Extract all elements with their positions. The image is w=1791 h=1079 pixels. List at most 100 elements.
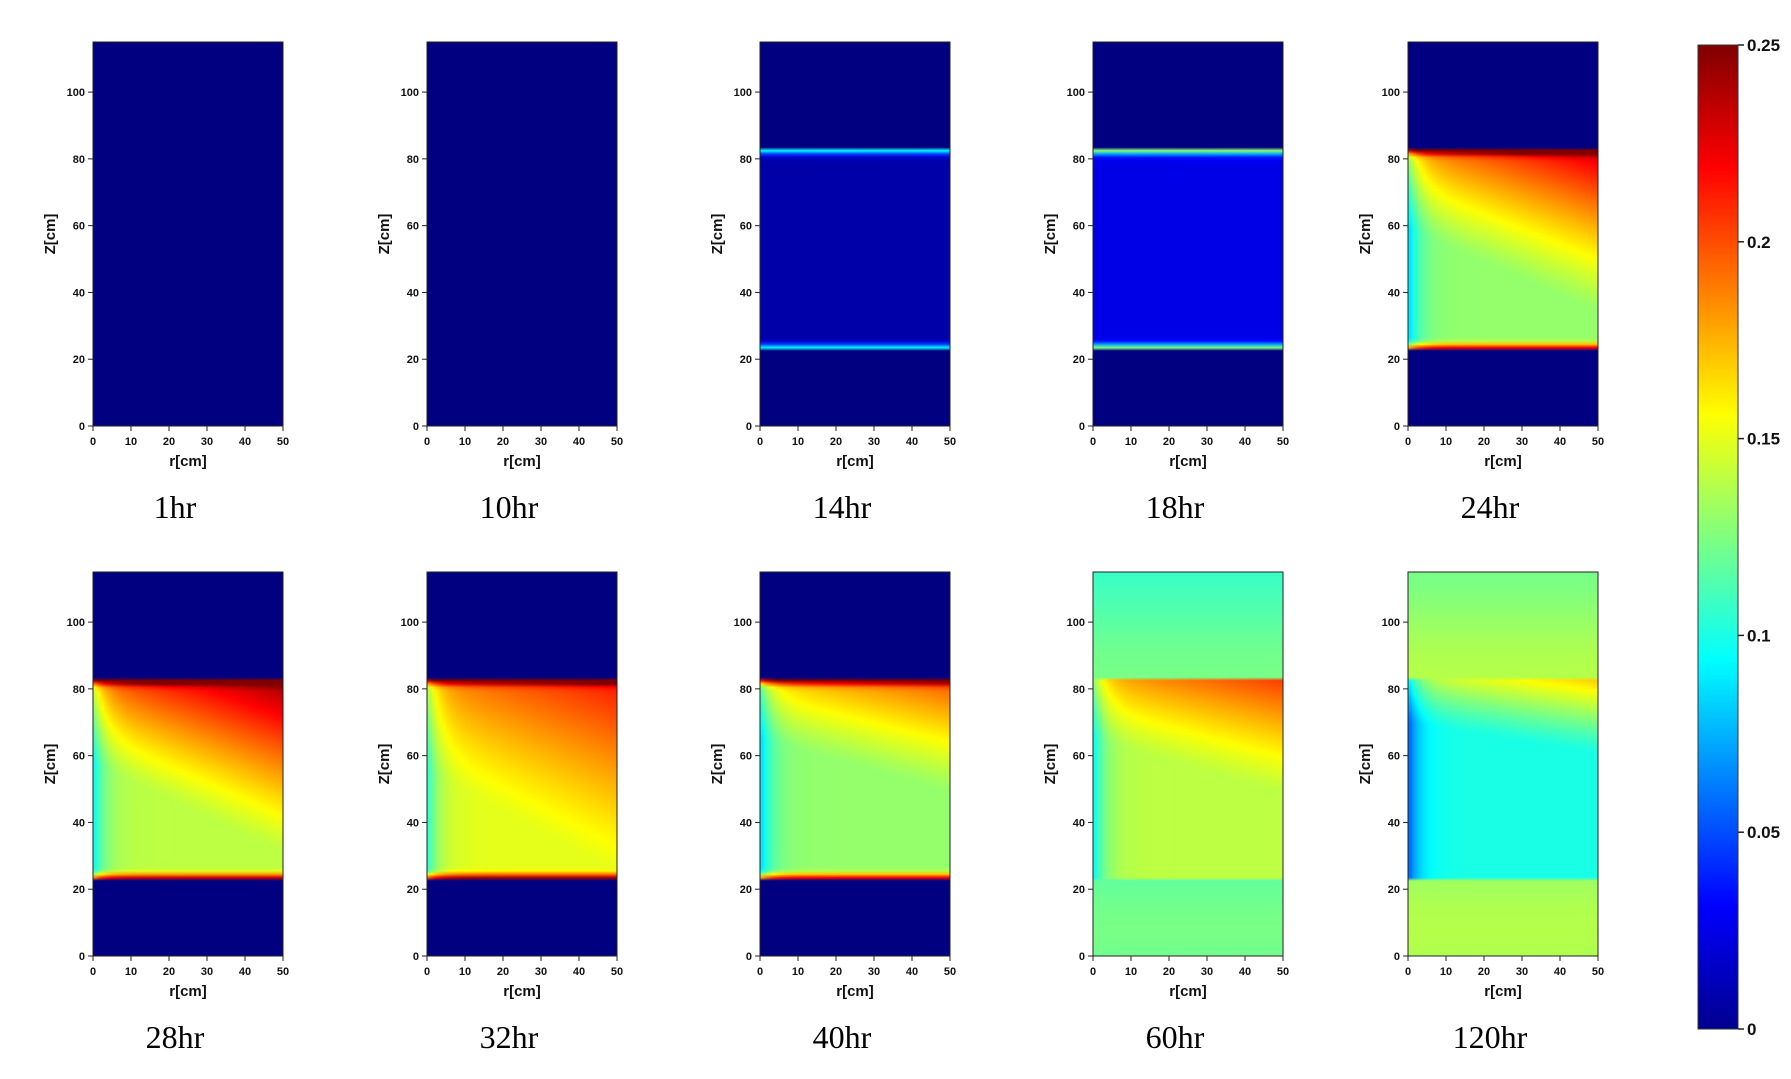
x-tick-label: 0 — [1405, 966, 1411, 978]
x-tick-label: 10 — [125, 436, 137, 448]
x-tick-label: 40 — [1554, 436, 1566, 448]
y-tick-label: 0 — [1394, 421, 1400, 433]
y-tick-label: 40 — [740, 287, 752, 299]
panel-60hr: 0 10 20 30 40 50 0 20 40 60 80 100 r[cm] Z[cm] 60hr — [1042, 571, 1289, 1055]
y-tick-label: 60 — [407, 751, 419, 763]
x-tick-label: 30 — [868, 966, 880, 978]
y-tick-label: 20 — [740, 884, 752, 896]
y-tick-label: 0 — [1079, 951, 1085, 963]
panel-caption: 14hr — [813, 489, 872, 525]
y-tick-label: 20 — [1073, 354, 1085, 366]
y-tick-label: 60 — [740, 221, 752, 233]
colorbar-tick-label: 0 — [1747, 1020, 1756, 1039]
y-axis-label: Z[cm] — [1357, 214, 1374, 255]
x-tick-label: 10 — [1440, 436, 1452, 448]
x-axis-label: r[cm] — [1169, 983, 1207, 1000]
y-tick-label: 0 — [1079, 421, 1085, 433]
x-axis-label: r[cm] — [1484, 983, 1522, 1000]
y-tick-label: 80 — [1388, 154, 1400, 166]
heatmap-32hr — [427, 572, 617, 956]
heatmap-10hr — [427, 42, 617, 426]
y-tick-label: 100 — [1382, 617, 1400, 629]
y-tick-label: 100 — [1382, 87, 1400, 99]
x-tick-label: 0 — [757, 436, 763, 448]
x-tick-label: 30 — [1516, 436, 1528, 448]
x-tick-label: 20 — [830, 436, 842, 448]
x-tick-label: 10 — [792, 966, 804, 978]
y-tick-label: 40 — [1073, 287, 1085, 299]
y-axis-label: Z[cm] — [1357, 744, 1374, 785]
y-tick-label: 20 — [407, 354, 419, 366]
x-tick-label: 20 — [1163, 966, 1175, 978]
panel-caption: 18hr — [1146, 489, 1205, 525]
x-axis-label: r[cm] — [836, 453, 874, 470]
y-tick-label: 0 — [746, 421, 752, 433]
x-tick-label: 40 — [573, 436, 585, 448]
y-tick-label: 0 — [413, 951, 419, 963]
heatmap-18hr — [1093, 42, 1283, 426]
y-tick-label: 60 — [1388, 751, 1400, 763]
x-axis-label: r[cm] — [836, 983, 874, 1000]
y-tick-label: 20 — [73, 354, 85, 366]
panel-caption: 40hr — [813, 1019, 872, 1055]
y-axis-label: Z[cm] — [376, 214, 393, 255]
y-tick-label: 20 — [1388, 884, 1400, 896]
y-tick-label: 100 — [1067, 617, 1085, 629]
x-tick-label: 0 — [90, 966, 96, 978]
x-tick-label: 10 — [459, 966, 471, 978]
plot-frame — [92, 571, 284, 957]
colorbar-tick-label: 0.25 — [1747, 36, 1780, 55]
plot-frame — [1407, 571, 1599, 957]
x-tick-label: 50 — [944, 436, 956, 448]
colorbar-tick-label: 0.05 — [1747, 823, 1780, 842]
colorbar-tick-label: 0.2 — [1747, 233, 1771, 252]
x-tick-label: 30 — [1516, 966, 1528, 978]
panel-caption: 28hr — [146, 1019, 205, 1055]
x-tick-label: 30 — [1201, 966, 1213, 978]
x-tick-label: 0 — [757, 966, 763, 978]
y-tick-label: 100 — [401, 617, 419, 629]
y-tick-label: 40 — [73, 287, 85, 299]
y-axis-label: Z[cm] — [709, 214, 726, 255]
panel-40hr: 0 10 20 30 40 50 0 20 40 60 80 100 r[cm] Z[cm] 40hr — [709, 571, 956, 1055]
panel-120hr: 0 10 20 30 40 50 0 20 40 60 80 100 r[cm] Z[cm] 120hr — [1357, 571, 1604, 1055]
y-tick-label: 100 — [734, 87, 752, 99]
x-axis-label: r[cm] — [1169, 453, 1207, 470]
y-tick-label: 60 — [73, 221, 85, 233]
y-tick-label: 80 — [740, 154, 752, 166]
y-tick-label: 20 — [73, 884, 85, 896]
x-tick-label: 10 — [125, 966, 137, 978]
plot-frame — [426, 41, 618, 427]
x-axis-label: r[cm] — [169, 453, 207, 470]
x-tick-label: 40 — [1554, 966, 1566, 978]
x-tick-label: 0 — [424, 436, 430, 448]
panel-10hr: 0 10 20 30 40 50 0 20 40 60 80 100 r[cm] Z[cm] 10hr — [376, 41, 623, 525]
x-tick-label: 20 — [497, 966, 509, 978]
x-tick-label: 50 — [1592, 966, 1604, 978]
x-tick-label: 40 — [1239, 436, 1251, 448]
plot-frame — [426, 571, 618, 957]
panel-caption: 60hr — [1146, 1019, 1205, 1055]
panel-28hr: 0 10 20 30 40 50 0 20 40 60 80 100 r[cm] Z[cm] 28hr — [42, 571, 289, 1055]
x-axis-label: r[cm] — [503, 983, 541, 1000]
y-tick-label: 60 — [1388, 221, 1400, 233]
x-tick-label: 10 — [1125, 436, 1137, 448]
plot-frame — [1092, 571, 1284, 957]
panel-caption: 120hr — [1453, 1019, 1528, 1055]
y-tick-label: 40 — [1388, 287, 1400, 299]
x-axis-label: r[cm] — [169, 983, 207, 1000]
panel-caption: 1hr — [154, 489, 197, 525]
x-tick-label: 40 — [239, 436, 251, 448]
colorbar-gradient — [1697, 44, 1739, 1030]
y-tick-label: 100 — [67, 617, 85, 629]
x-tick-label: 30 — [201, 436, 213, 448]
plot-frame — [759, 41, 951, 427]
y-axis-label: Z[cm] — [709, 744, 726, 785]
x-tick-label: 30 — [201, 966, 213, 978]
panel-24hr: 0 10 20 30 40 50 0 20 40 60 80 100 r[cm] Z[cm] 24hr — [1357, 41, 1604, 525]
heatmap-24hr — [1408, 42, 1598, 426]
y-tick-label: 60 — [1073, 221, 1085, 233]
panel-32hr: 0 10 20 30 40 50 0 20 40 60 80 100 r[cm] Z[cm] 32hr — [376, 571, 623, 1055]
x-tick-label: 40 — [239, 966, 251, 978]
colorbar: 0 0.05 0.1 0.15 0.2 0.25 — [1697, 36, 1780, 1039]
